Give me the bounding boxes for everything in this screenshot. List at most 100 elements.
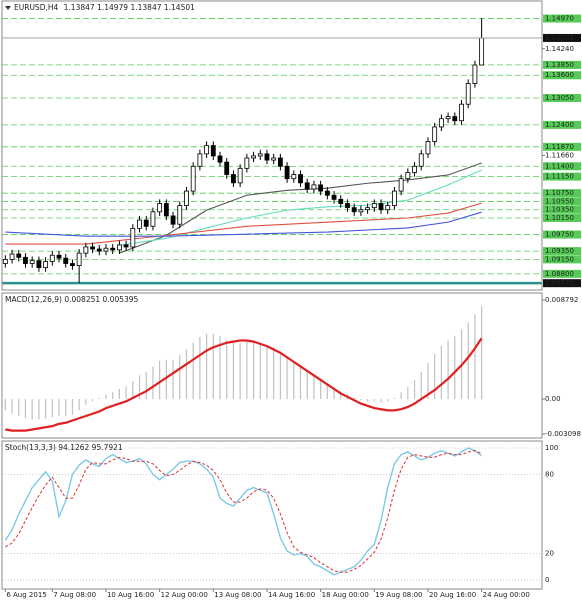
level-label-box <box>543 205 581 214</box>
candle-body <box>157 203 163 213</box>
candle-body <box>16 253 22 258</box>
price-panel-frame <box>1 0 543 291</box>
candle-body <box>445 116 451 120</box>
macd-bar <box>407 386 409 400</box>
macd-bar <box>145 372 147 400</box>
plot-layer: 1.14240 1.11660 1.14970 1.13850 1.13600 1.130… <box>2 15 581 599</box>
macd-bar <box>252 341 255 400</box>
x-tick-label: 18 Aug 00:00 <box>322 591 369 599</box>
candle-body <box>36 260 42 269</box>
macd-bar <box>4 399 6 411</box>
macd-bar <box>192 342 194 400</box>
level-label: 1.09350 <box>545 247 574 255</box>
macd-title: MACD(12,26,9) <box>5 295 62 304</box>
candle-body <box>338 198 344 204</box>
candle-body <box>56 254 62 259</box>
macd-signal-line <box>5 337 483 432</box>
candle-body <box>76 252 82 266</box>
candle-body <box>184 190 189 206</box>
candle-body <box>150 211 156 227</box>
macd-bar <box>91 399 94 402</box>
stoch-panel-frame <box>1 440 543 590</box>
candle-body <box>143 219 149 227</box>
y-tick-label: -0.003098 <box>545 430 581 438</box>
candle-body <box>9 253 15 260</box>
candle-body <box>378 203 384 211</box>
candle-body <box>459 103 464 122</box>
macd-bar <box>226 340 228 400</box>
close-value: 1.14501 <box>164 3 195 12</box>
symbol: EURUSD,H4 <box>14 3 58 12</box>
macd-bar <box>427 363 429 400</box>
bid-label-box <box>543 33 581 42</box>
candle-body <box>398 178 404 192</box>
candle-body <box>190 165 196 192</box>
moving-average <box>5 211 482 237</box>
candle-body <box>177 205 183 225</box>
candle-body <box>29 260 35 264</box>
level-label: 1.10150 <box>545 214 574 222</box>
macd-bar <box>413 379 416 400</box>
level-label-box <box>543 162 581 171</box>
candle-body <box>385 205 391 211</box>
candle-body <box>392 190 397 206</box>
level-label-box <box>543 120 581 129</box>
macd-bar <box>24 399 27 419</box>
stoch-signal-line <box>5 450 482 573</box>
macd-bar <box>152 366 154 400</box>
level-label-box <box>543 230 581 239</box>
macd-bar <box>259 342 261 400</box>
macd-bar <box>366 399 369 402</box>
candle-body <box>358 209 364 213</box>
x-tick-label: 20 Aug 16:00 <box>429 591 476 599</box>
macd-bar <box>165 359 167 400</box>
macd-bar <box>360 399 362 401</box>
level-label-box <box>543 189 581 198</box>
candle-body <box>231 174 236 184</box>
macd-bar <box>293 361 295 400</box>
level-label-box <box>543 14 581 23</box>
macd-bar <box>440 346 442 400</box>
candle-body <box>163 203 169 217</box>
candle-body <box>412 165 417 173</box>
macd-signal-value: 0.005395 <box>103 295 139 304</box>
y-tick-label: 80 <box>545 470 554 478</box>
candle-body <box>96 248 102 252</box>
level-label-box <box>543 197 581 206</box>
candle-body <box>284 165 290 180</box>
x-tick-label: 14 Aug 16:00 <box>268 591 315 599</box>
x-tick-label: 6 Aug 2015 <box>6 591 46 599</box>
candle-body <box>351 207 357 213</box>
candle-body <box>2 258 8 264</box>
candle-body <box>324 190 330 196</box>
menu-arrow-icon[interactable] <box>5 6 11 10</box>
macd-bar <box>172 359 174 400</box>
stoch-header: Stoch(13,3,3) 94.1262 95.7921 <box>5 443 123 452</box>
y-tick-label: 0.00 <box>545 395 561 403</box>
macd-bar <box>132 381 134 400</box>
bid-label: 1.14501 <box>545 34 574 42</box>
candle-body <box>123 244 129 248</box>
macd-main-value: 0.008251 <box>64 295 100 304</box>
level-label: 1.14970 <box>545 15 574 23</box>
macd-bar <box>273 347 275 400</box>
macd-bar <box>65 399 67 416</box>
candle-body <box>49 254 55 262</box>
macd-bar <box>447 340 449 400</box>
macd-bar <box>58 399 60 416</box>
macd-bar <box>299 366 302 400</box>
macd-bar <box>320 378 322 400</box>
macd-bar <box>85 399 87 405</box>
macd-bar <box>51 399 53 418</box>
macd-bar <box>279 351 281 400</box>
x-tick-label: 13 Aug 08:00 <box>214 591 261 599</box>
stoch-main-line <box>4 447 483 576</box>
candle-body <box>130 227 136 248</box>
level-label: 1.13850 <box>545 61 574 69</box>
stoch-main-value: 94.1262 <box>58 443 89 452</box>
candle-body <box>465 83 471 105</box>
level-label-box <box>543 94 581 102</box>
macd-bar <box>313 374 315 400</box>
macd-bar <box>380 399 382 403</box>
candle-body <box>251 155 256 159</box>
